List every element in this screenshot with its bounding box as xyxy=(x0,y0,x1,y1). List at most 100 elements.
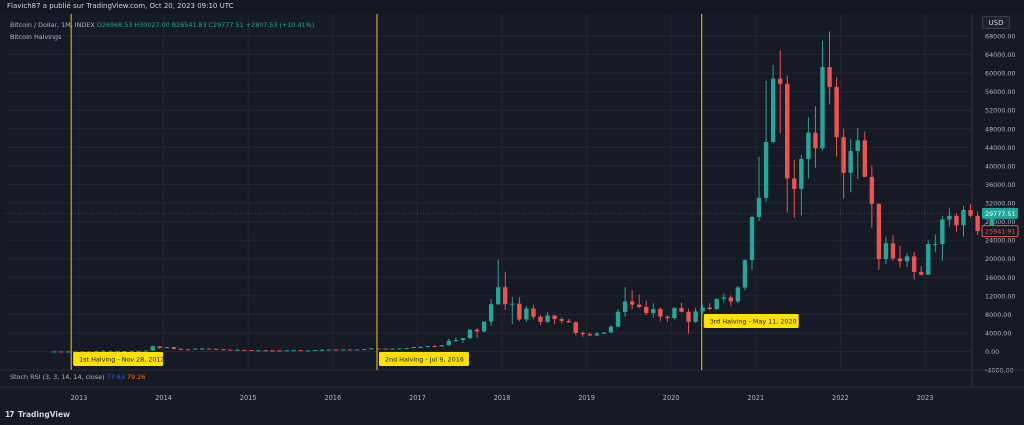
stoch-rsi-label[interactable]: Stoch RSI (3, 3, 14, 14, close) xyxy=(10,373,105,381)
candle-body xyxy=(615,311,621,327)
candle-body xyxy=(467,329,473,339)
candle-body xyxy=(940,219,945,245)
time-axis-label: 2019 xyxy=(578,394,595,402)
price-axis-label: 8000.00 xyxy=(985,311,1011,319)
candle-body xyxy=(587,334,593,336)
time-axis-label: 2021 xyxy=(747,394,764,402)
candle-body xyxy=(199,348,205,350)
halving-label-box xyxy=(73,352,164,366)
candle-body xyxy=(827,67,832,88)
publisher-bar: Flavich87 a publié sur TradingView.com, … xyxy=(0,0,1024,14)
candle-body xyxy=(777,78,783,84)
indicator-name[interactable]: Bitcoin Halvings xyxy=(10,33,62,41)
candle-body xyxy=(383,348,388,350)
candle-body xyxy=(658,309,663,317)
publisher-line: Flavich87 a publié sur TradingView.com, … xyxy=(7,2,234,10)
candle-body xyxy=(566,320,571,323)
time-axis-label: 2020 xyxy=(663,394,680,402)
candle-body xyxy=(80,351,85,353)
candle-body xyxy=(298,350,303,352)
symbol-name[interactable]: Bitcoin / Dollar, 1M, INDEX xyxy=(10,21,95,29)
halving-label: 3rd Halving - May 11, 2020 xyxy=(710,318,797,326)
candle-body xyxy=(792,178,797,189)
candle-body xyxy=(714,298,719,310)
candle-body xyxy=(813,132,818,149)
candle-body xyxy=(735,287,741,302)
price-axis-label: 16000.00 xyxy=(985,274,1016,282)
candle-body xyxy=(460,338,466,340)
candle-body xyxy=(545,315,550,322)
candle-body xyxy=(129,350,134,352)
stoch-d-value: 79.26 xyxy=(126,373,146,381)
candle-body xyxy=(531,308,536,317)
candle-body xyxy=(94,351,99,353)
low-value: 26541.83 xyxy=(176,21,207,29)
price-axis-label: 44000.00 xyxy=(985,144,1016,152)
candle-body xyxy=(178,348,184,350)
secondary-price-badge-text: 25941.91 xyxy=(985,228,1016,236)
candle-body xyxy=(897,258,903,262)
high-label: H xyxy=(134,21,140,29)
time-axis-label: 2017 xyxy=(409,394,426,402)
candle-body xyxy=(122,351,127,353)
candle-body xyxy=(354,349,360,351)
candle-body xyxy=(686,311,691,322)
last-price-badge xyxy=(982,207,1018,219)
tradingview-logo[interactable]: 17 TradingView xyxy=(5,410,70,419)
stoch-rsi-legend: Stoch RSI (3, 3, 14, 14, close) 77.63 79… xyxy=(10,373,145,381)
candle-body xyxy=(947,215,952,220)
open-value: 26968.53 xyxy=(101,21,133,29)
candle-body xyxy=(72,351,78,353)
candle-body xyxy=(954,215,959,226)
high-value: 30027.00 xyxy=(139,21,170,29)
candle-body xyxy=(101,350,106,352)
candle-body xyxy=(622,301,628,312)
candle-body xyxy=(305,350,311,352)
candle-body xyxy=(418,346,423,348)
candle-body xyxy=(608,326,614,333)
candle-body xyxy=(263,350,268,352)
candle-body xyxy=(763,142,769,198)
candle-body xyxy=(524,308,529,320)
candle-body xyxy=(228,349,233,351)
halving-label-box xyxy=(703,314,799,328)
halving-label: 1st Halving - Nov 28, 2012 xyxy=(79,356,164,364)
candle-body xyxy=(150,346,155,351)
time-axis-label: 2015 xyxy=(240,394,257,402)
candle-body xyxy=(488,304,494,322)
candle-body xyxy=(749,216,755,261)
candle-body xyxy=(869,176,875,204)
time-axis-label: 2013 xyxy=(71,394,88,402)
candle-body xyxy=(235,349,240,351)
candle-body xyxy=(474,329,480,332)
candle-body xyxy=(848,151,853,173)
price-axis-label: 60000.00 xyxy=(985,70,1016,78)
candle-body xyxy=(136,350,141,352)
candle-body xyxy=(799,158,804,189)
time-axis-label: 2022 xyxy=(832,394,849,402)
candle-body xyxy=(855,140,860,152)
candle-body xyxy=(756,197,762,217)
candle-body xyxy=(665,316,670,319)
candle-body xyxy=(185,349,191,351)
candle-body xyxy=(644,306,649,313)
low-label: B xyxy=(171,21,177,29)
candle-body xyxy=(876,203,882,259)
chart-legend: Bitcoin / Dollar, 1M, INDEX O26968.53 H3… xyxy=(10,19,314,43)
candle-body xyxy=(242,349,247,351)
candle-body xyxy=(157,346,162,348)
candle-body xyxy=(390,348,395,350)
open-label: O xyxy=(96,21,102,29)
time-axis-label: 2018 xyxy=(494,394,511,402)
candle-body xyxy=(340,349,346,351)
candle-body xyxy=(672,308,677,319)
currency-button[interactable]: USD xyxy=(982,16,1010,29)
price-axis-label: 12000.00 xyxy=(985,292,1016,300)
candle-body xyxy=(376,348,381,350)
price-axis-label: 0.00 xyxy=(985,348,999,356)
tradingview-icon: 17 xyxy=(5,410,14,419)
price-axis-label: -4000.00 xyxy=(985,367,1014,375)
candle-body xyxy=(510,303,515,305)
candle-body xyxy=(728,297,734,302)
